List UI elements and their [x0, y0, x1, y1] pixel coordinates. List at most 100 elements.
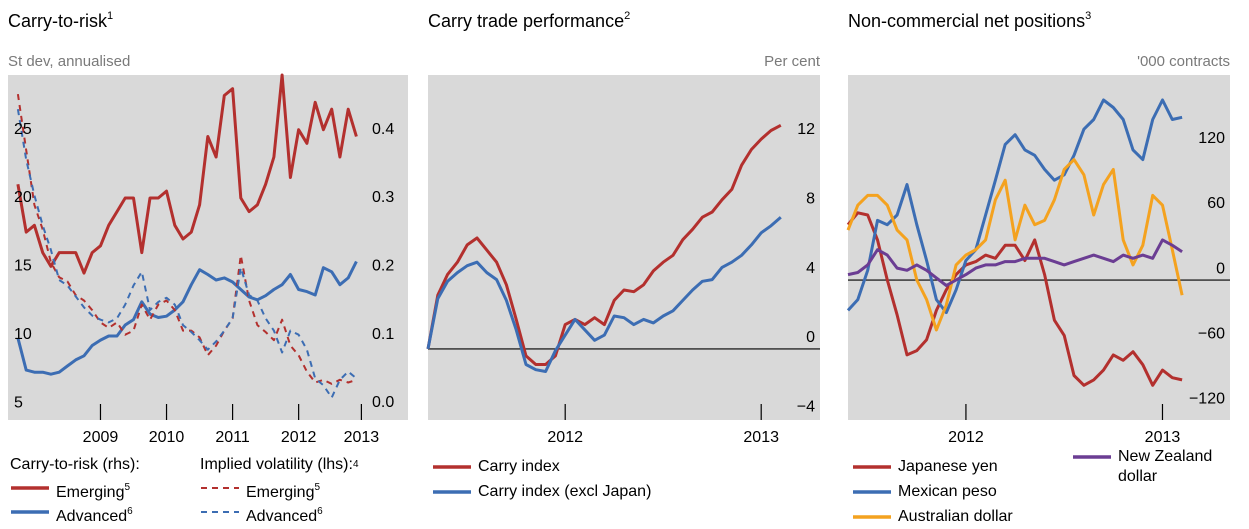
y-tick-label: 8 [806, 190, 815, 207]
legend-item: New Zealand dollar [1072, 447, 1238, 487]
chart-title: Carry-to-risk1 [8, 10, 113, 31]
legend-swatch [853, 515, 891, 519]
series-line [16, 93, 357, 385]
legend-text: Japanese yen [898, 458, 998, 475]
series-line [16, 73, 358, 275]
y-tick-label: −4 [797, 398, 815, 415]
legend-heading-note: 4 [352, 459, 359, 470]
title-text: Carry-to-risk [8, 11, 108, 31]
legend-note: 5 [124, 482, 131, 493]
y-tick-label: 4 [806, 260, 815, 277]
legend-text: Carry index [478, 458, 560, 475]
title-note: 3 [1085, 10, 1091, 22]
legend-label: Emerging5 [56, 478, 130, 503]
plot-area [428, 75, 820, 420]
x-tick-label: 2013 [344, 429, 380, 446]
y-tick-label: 0 [1216, 260, 1225, 277]
legend-swatch [11, 486, 49, 490]
legend-item: Japanese yen [852, 457, 998, 477]
legend-swatch [1073, 455, 1111, 459]
legend-item: Carry index [432, 457, 560, 477]
legend-label: Advanced6 [56, 502, 133, 527]
y-tick-label: 15 [14, 258, 32, 275]
title-text: Non-commercial net positions [848, 11, 1085, 31]
legend-swatch [201, 511, 239, 513]
title-note: 2 [624, 10, 630, 22]
series-line [846, 158, 1184, 332]
plot-area [8, 75, 408, 420]
y-axis-unit: Per cent [764, 53, 821, 70]
legend-heading-text: Implied volatility (lhs): [200, 456, 353, 473]
legend-label: New Zealand dollar [1118, 447, 1238, 487]
legend-label: Carry index [478, 457, 560, 477]
x-tick-label: 2009 [83, 429, 119, 446]
chart-title: Non-commercial net positions3 [848, 10, 1091, 31]
y-tick-label: 0 [806, 329, 815, 346]
y2-tick-label: 0.4 [372, 121, 394, 138]
title-note: 1 [107, 10, 113, 22]
x-tick-label: 2012 [948, 429, 984, 446]
y2-tick-label: 0.3 [372, 189, 394, 206]
legend-item: Emerging5 [200, 478, 320, 503]
chart-title: Carry trade performance2 [428, 10, 630, 31]
legend-label: Emerging5 [246, 478, 320, 503]
legend-swatch [433, 465, 471, 469]
y-axis-unit: St dev, annualised [8, 53, 130, 70]
x-tick-label: 2013 [1145, 429, 1181, 446]
series-line [846, 211, 1183, 387]
x-tick-label: 2012 [281, 429, 317, 446]
legend-label: Mexican peso [898, 482, 997, 502]
y-tick-label: 10 [14, 326, 32, 343]
legend-item: Advanced6 [10, 502, 133, 527]
y2-tick-label: 0.1 [372, 326, 394, 343]
x-tick-label: 2012 [547, 429, 583, 446]
legend-note: 6 [127, 506, 133, 517]
y-axis-unit: '000 contracts [1137, 53, 1230, 70]
legend-text: Advanced [246, 508, 318, 525]
legend-label: Carry index (excl Japan) [478, 482, 651, 502]
legend-note: 5 [314, 482, 321, 493]
legend-text: Emerging [56, 484, 125, 501]
y2-tick-label: 0.2 [372, 258, 394, 275]
x-tick-label: 2010 [149, 429, 185, 446]
y-tick-label: 20 [14, 189, 32, 206]
x-tick-label: 2013 [743, 429, 779, 446]
legend-swatch [853, 465, 891, 469]
legend-text: Australian dollar [898, 508, 1013, 525]
legend-swatch [853, 490, 891, 494]
legend-heading: Carry-to-risk (rhs): [10, 455, 140, 475]
series-line [426, 216, 782, 373]
legend-text: Mexican peso [898, 483, 997, 500]
legend-item: Carry index (excl Japan) [432, 482, 651, 502]
title-text: Carry trade performance [428, 11, 624, 31]
legend-swatch [433, 490, 471, 494]
legend-item: Mexican peso [852, 482, 997, 502]
legend-text: Carry index (excl Japan) [478, 483, 652, 500]
series-line [846, 98, 1183, 315]
y-tick-label: −120 [1189, 390, 1225, 407]
legend-text: Advanced [56, 508, 128, 525]
series-line [426, 123, 782, 366]
legend-label: Advanced6 [246, 502, 323, 527]
legend-heading-text: Carry-to-risk (rhs): [10, 456, 140, 473]
y-tick-label: 12 [797, 121, 815, 138]
legend-item: Advanced6 [200, 502, 323, 527]
series-line [16, 260, 358, 376]
y2-tick-label: 0.0 [372, 394, 394, 411]
y-tick-label: 25 [14, 121, 32, 138]
y-tick-label: −60 [1198, 325, 1225, 342]
legend-text: Emerging [246, 484, 315, 501]
x-tick-label: 2011 [215, 429, 250, 446]
plot-area [848, 75, 1230, 420]
y-tick-label: 120 [1198, 130, 1225, 147]
series-line [847, 238, 1183, 287]
legend-item: Australian dollar [852, 507, 1013, 527]
y-tick-label: 5 [14, 394, 23, 411]
legend-label: Australian dollar [898, 507, 1013, 527]
legend-note: 6 [317, 506, 323, 517]
legend-item: Emerging5 [10, 478, 130, 503]
legend-text: New Zealand dollar [1118, 448, 1213, 485]
legend-heading: Implied volatility (lhs): 4 [200, 455, 359, 475]
legend-label: Japanese yen [898, 457, 998, 477]
